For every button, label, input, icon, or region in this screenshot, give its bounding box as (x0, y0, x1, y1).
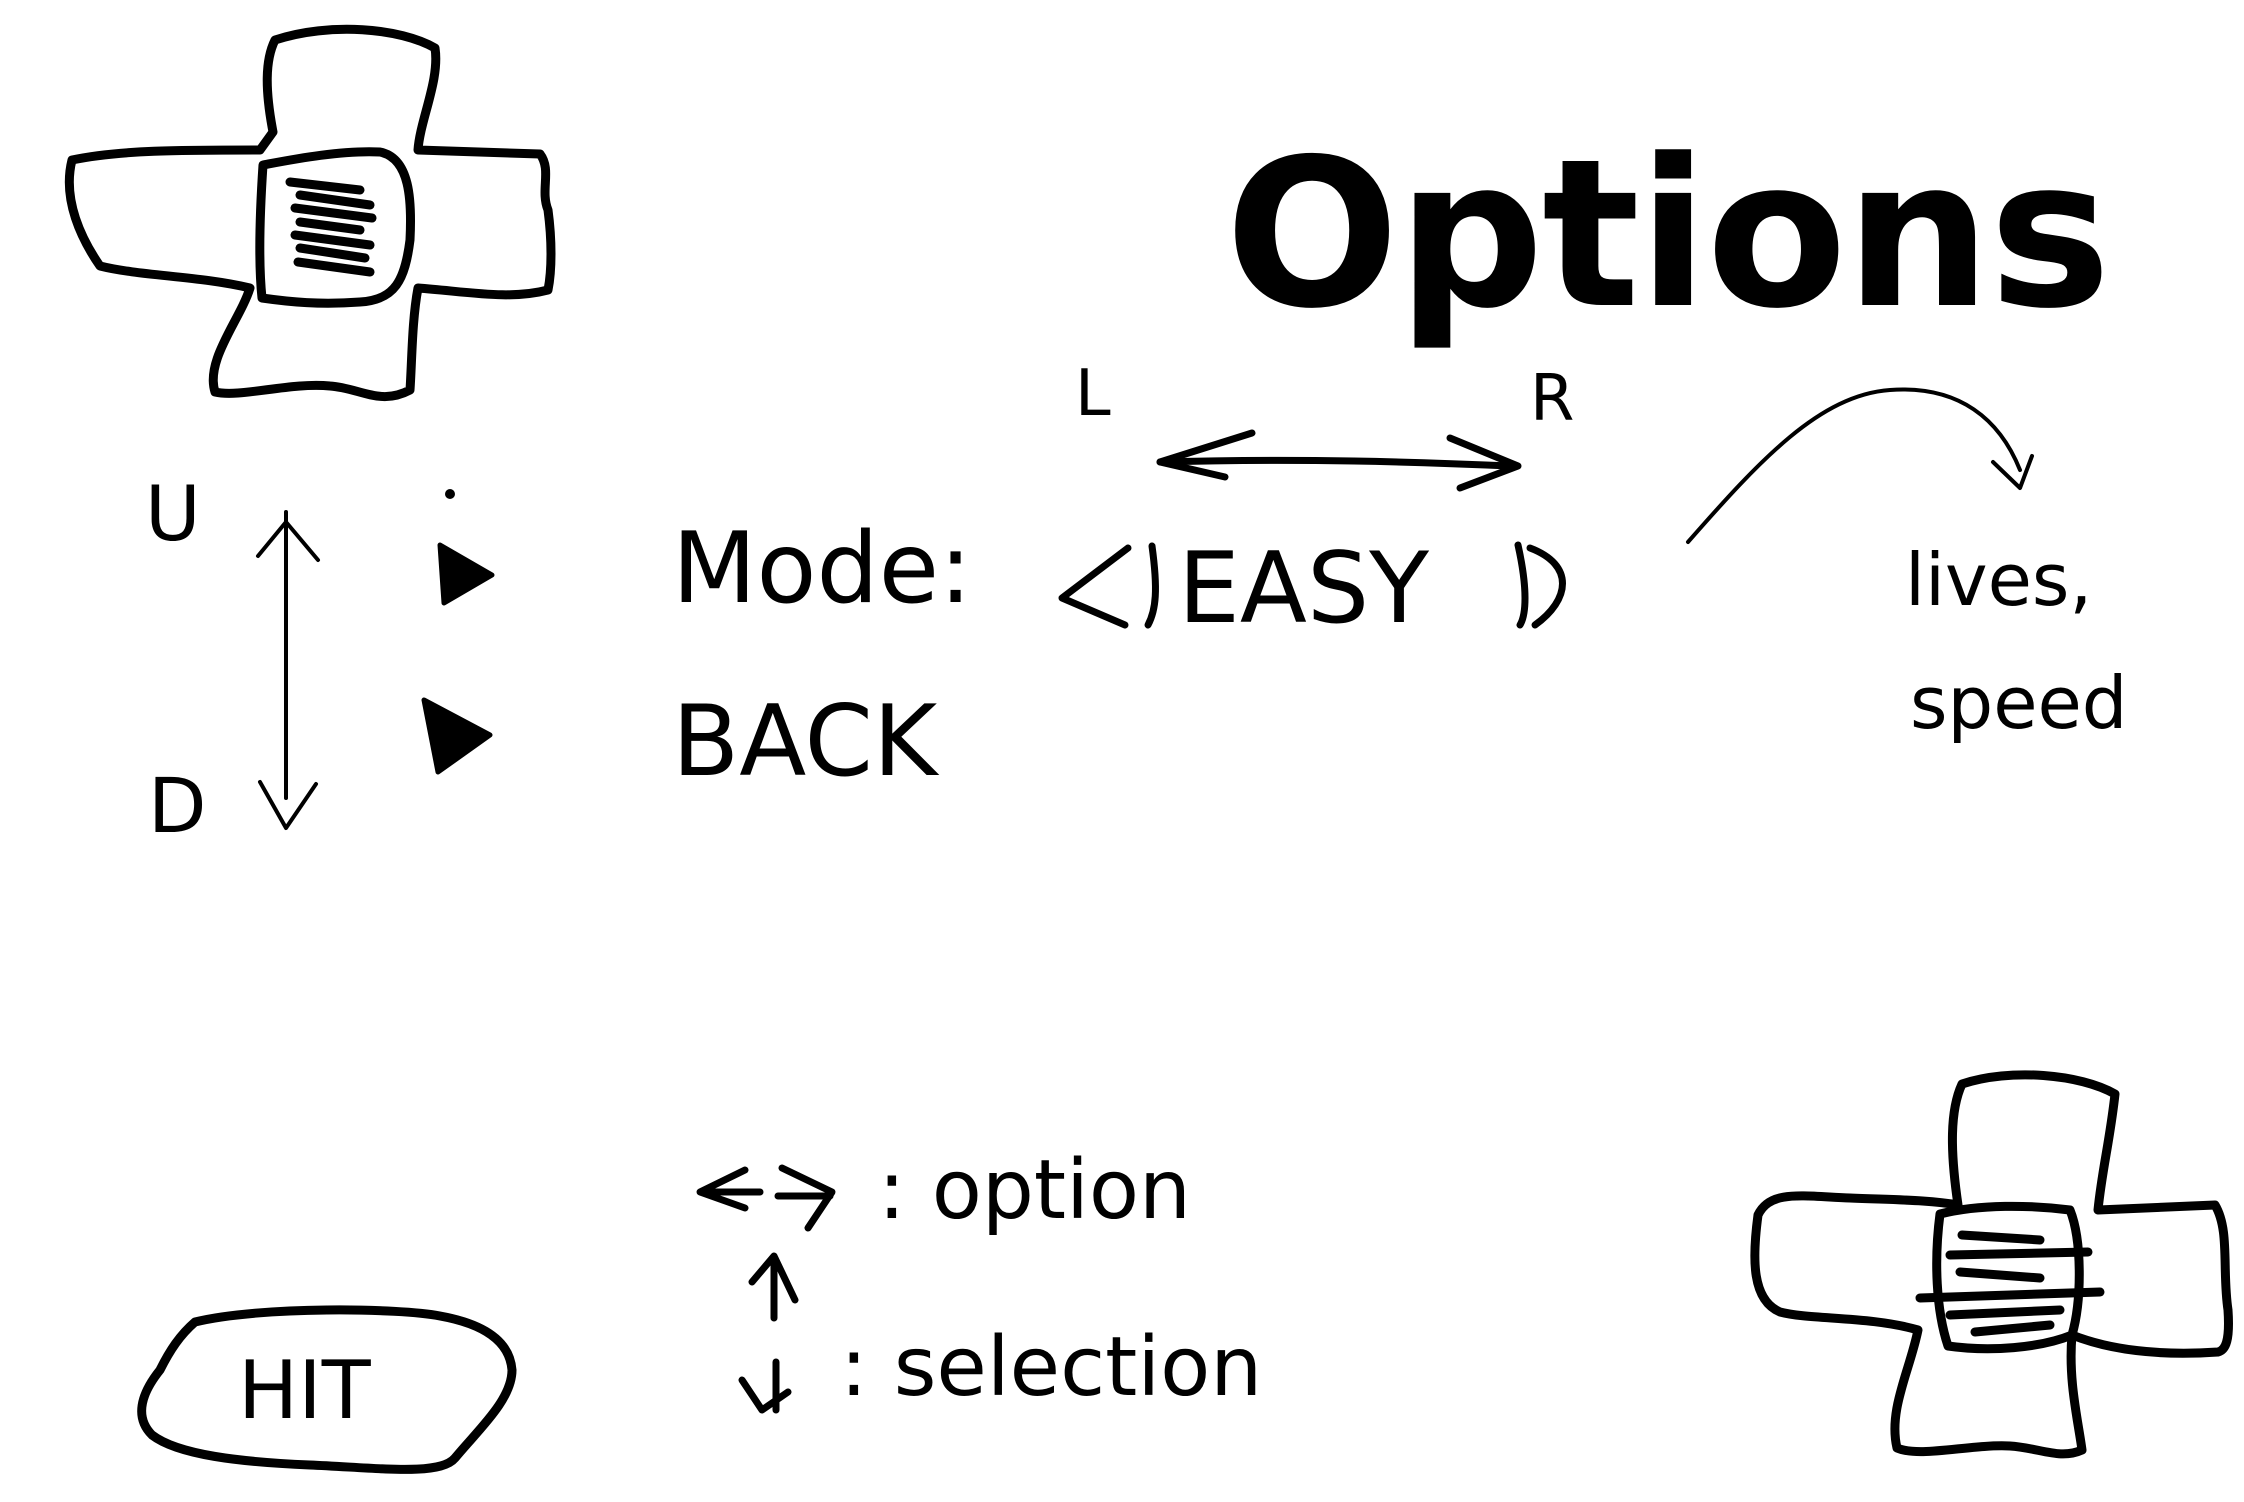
curved-arrow-icon (1686, 387, 2034, 544)
horizontal-double-arrow-icon (1156, 429, 1522, 492)
page-title: Options (1225, 116, 2109, 354)
dpad-label-up: U (145, 469, 201, 558)
menu-item-mode[interactable]: Mode: EASY (672, 512, 1566, 646)
legend: : option : selection (696, 1143, 1262, 1415)
legend-selection-text: : selection (840, 1320, 1262, 1415)
shoulder-label-left: L (1075, 357, 1111, 431)
hit-button[interactable]: HIT (137, 1305, 517, 1474)
mode-left-arrow-icon[interactable] (1058, 544, 1132, 629)
legend-option-text: : option (878, 1143, 1191, 1238)
mode-label: Mode: (672, 512, 972, 626)
vertical-double-arrow-icon (256, 510, 320, 830)
note-line-2: speed (1910, 661, 2128, 745)
mode-right-bracket (1514, 541, 1529, 629)
mode-right-arrow-icon[interactable] (1526, 544, 1566, 629)
dpad-top-left-icon[interactable] (64, 24, 556, 402)
menu-item-back[interactable]: BACK (672, 685, 940, 799)
legend-lr-arrows-icon (696, 1164, 836, 1232)
note-line-1: lives, (1905, 538, 2092, 622)
dot-mark (445, 489, 455, 499)
legend-ud-arrows-icon (738, 1252, 799, 1414)
shoulder-label-right: R (1530, 362, 1574, 436)
mode-value: EASY (1178, 532, 1430, 646)
back-label: BACK (672, 685, 940, 799)
dpad-label-down: D (148, 761, 207, 850)
hit-button-label: HIT (238, 1344, 372, 1437)
dpad-bottom-right-icon[interactable] (1750, 1070, 2233, 1459)
cursor-mode-icon (437, 542, 495, 606)
mode-left-bracket (1144, 542, 1159, 629)
cursor-back-icon (421, 697, 493, 775)
